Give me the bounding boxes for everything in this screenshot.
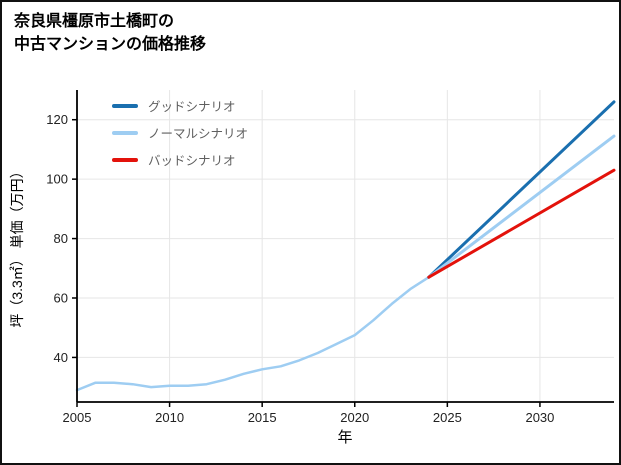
- axes-layer: 2005 2010 2015 2020 2025 2030 40 60 80 100 120: [46, 90, 614, 425]
- x-tick-label: 2025: [433, 410, 462, 425]
- legend-swatch-normal-scenario: [112, 130, 138, 135]
- y-tick-label: 40: [54, 350, 68, 365]
- legend-label-bad-scenario: バッドシナリオ: [148, 154, 236, 168]
- legend-item-normal-scenario: ノーマルシナリオ: [112, 119, 248, 146]
- y-axis-label: 坪（3.3㎡） 単価（万円）: [9, 164, 25, 327]
- y-tick-label: 60: [54, 291, 68, 306]
- chart-title: 奈良県橿原市土橋町の 中古マンションの価格推移: [14, 10, 206, 56]
- chart-title-line2: 中古マンションの価格推移: [14, 36, 207, 54]
- x-tick-label: 2010: [155, 410, 184, 425]
- series-line-history: [75, 275, 431, 392]
- grid-layer: [76, 90, 614, 402]
- y-tick-label: 120: [46, 112, 68, 127]
- series-line-good-scenario: [427, 100, 616, 279]
- chart-title-line1: 奈良県橿原市土橋町の: [14, 13, 175, 30]
- series-line-bad-scenario: [427, 168, 616, 279]
- legend-label-normal-scenario: ノーマルシナリオ: [148, 127, 249, 141]
- series-layer: [75, 100, 616, 392]
- x-axis-label: 年: [337, 429, 352, 446]
- x-tick-label: 2005: [63, 410, 92, 425]
- y-tick-label: 100: [46, 172, 68, 187]
- x-tick-label: 2015: [248, 410, 277, 425]
- legend-swatch-bad-scenario: [112, 157, 138, 162]
- chart-legend: グッドシナリオ ノーマルシナリオ バッドシナリオ: [112, 92, 248, 173]
- series-line-normal-scenario: [427, 134, 616, 279]
- legend-label-good-scenario: グッドシナリオ: [148, 100, 236, 114]
- x-tick-label: 2030: [525, 410, 554, 425]
- y-tick-label: 80: [54, 231, 68, 246]
- x-tick-label: 2020: [340, 410, 369, 425]
- legend-item-bad-scenario: バッドシナリオ: [112, 146, 248, 173]
- legend-swatch-good-scenario: [112, 103, 138, 108]
- legend-item-good-scenario: グッドシナリオ: [112, 92, 248, 119]
